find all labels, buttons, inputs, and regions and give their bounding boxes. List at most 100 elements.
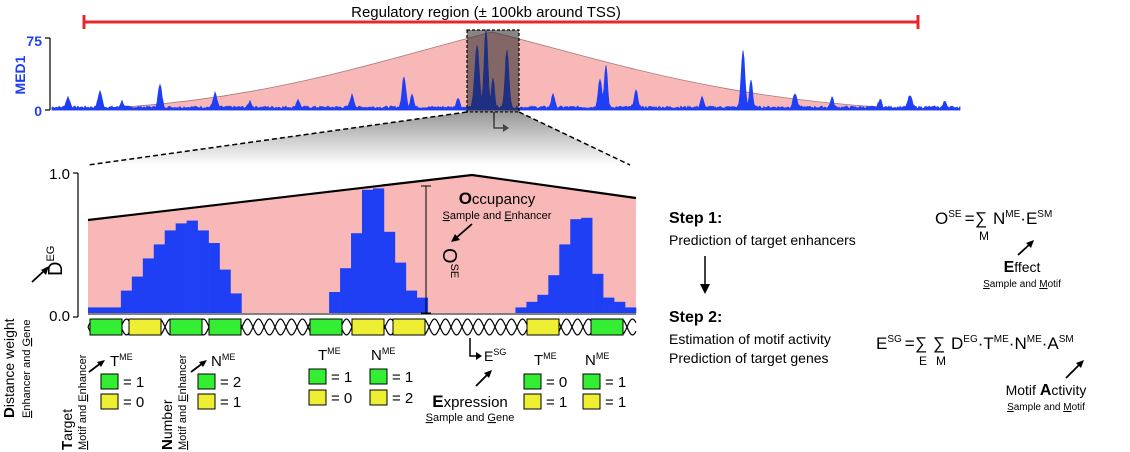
- motif-box-green: [208, 318, 242, 336]
- n-me-label: NME: [211, 352, 235, 370]
- occupancy-bar: [515, 307, 527, 313]
- distance-weight-line: [87, 173, 637, 222]
- formula-occupancy: OSE = ∑ M NME·ESM: [935, 209, 1052, 243]
- target-sublabel: Motif and Enhancer: [77, 354, 89, 450]
- occupancy-bar: [581, 217, 593, 313]
- occupancy-bar: [625, 307, 637, 313]
- occupancy-bar: [329, 292, 341, 313]
- zoom-line-right: [518, 111, 631, 166]
- ose-vertical-label: OSE: [438, 248, 460, 278]
- occupancy-bar: [526, 301, 538, 313]
- green-key: [369, 368, 388, 385]
- effect-label: Effect: [1004, 259, 1041, 276]
- occupancy-bar: [372, 188, 385, 313]
- motif-activity-label: Motif Activity: [1006, 382, 1087, 399]
- zoom-y-max-tick: 1.0: [49, 166, 70, 183]
- occupancy-label: Occupancy: [459, 189, 536, 208]
- step2-description-1: Estimation of motif activity: [669, 331, 831, 347]
- occupancy-bar: [603, 297, 615, 313]
- expression-label: Expression: [432, 392, 508, 411]
- occupancy-bar: [340, 268, 352, 313]
- green-key: [523, 373, 542, 390]
- occupancy-bar: [351, 233, 363, 313]
- legend-group-1: TME = 1 = 0 NME = 2 = 1: [100, 352, 241, 411]
- svg-text:OSE=: OSE =: [935, 209, 975, 228]
- occupancy-bar: [416, 297, 429, 313]
- yellow-key: [582, 393, 601, 410]
- occupancy-bar: [570, 219, 582, 313]
- occupancy-bar: [109, 307, 122, 313]
- occupancy-bar: [362, 189, 374, 313]
- motif-box-green: [309, 318, 343, 336]
- esg-label: ESG: [484, 347, 506, 364]
- distance-weight-sublabel: Enhancer and Gene: [21, 320, 33, 418]
- step2-title: Step 2:: [669, 309, 722, 326]
- occupancy-bar: [98, 307, 111, 313]
- target-label: Target: [59, 409, 76, 450]
- occupancy-bar: [153, 244, 166, 313]
- top-y-min-tick: 0: [34, 103, 42, 119]
- t-yellow-value: = 0: [123, 394, 144, 411]
- motif-box-yellow: [128, 318, 162, 336]
- legend-group-3: TME = 0 = 1 NME = 1 = 1: [523, 351, 626, 411]
- yellow-key: [197, 393, 216, 410]
- occupancy-bar: [230, 293, 242, 313]
- occupancy-bar: [186, 220, 198, 313]
- occupancy-bar: [120, 290, 133, 313]
- motif-box-green: [169, 318, 203, 336]
- n-me-label: NME: [371, 346, 395, 364]
- occupancy-bar: [208, 243, 220, 313]
- n-green-value: = 1: [392, 369, 413, 386]
- green-key: [197, 373, 216, 390]
- n-green-value: = 1: [605, 374, 626, 391]
- motif-box-yellow: [351, 318, 385, 336]
- occupancy-bracket: [421, 185, 431, 314]
- svg-text:∑: ∑: [933, 334, 945, 353]
- n-yellow-value: = 1: [220, 394, 241, 411]
- t-green-value: = 0: [546, 374, 567, 391]
- deg-arrow: [31, 269, 46, 283]
- legend-group-2: TME = 1 = 0 NME = 1 = 2: [308, 346, 413, 407]
- formula-expression: ESG = ∑ E ∑ M DEG·TME·NME·ASM: [876, 334, 1074, 368]
- effect-arrow: [1017, 243, 1031, 256]
- number-arrowhead-icon: [199, 360, 207, 367]
- svg-text:ESG=: ESG =: [876, 334, 915, 353]
- expression-sublabel: Sample and Gene: [426, 412, 515, 424]
- n-me-label: NME: [585, 351, 609, 369]
- t-yellow-value: = 1: [546, 394, 567, 411]
- t-green-value: = 1: [331, 369, 352, 386]
- motif-box-green: [89, 318, 123, 336]
- deg-arrowhead-icon: [41, 266, 49, 275]
- occupancy-bar: [131, 276, 144, 313]
- top-y-max-tick: 75: [26, 33, 42, 49]
- n-green-value: = 2: [220, 374, 241, 391]
- svg-text:∑: ∑: [915, 334, 927, 353]
- zoom-y-axis: [73, 172, 79, 318]
- occupancy-bar: [559, 244, 571, 313]
- top-y-axis: [45, 37, 51, 111]
- yellow-key: [369, 389, 388, 406]
- number-sublabel: Motif and Enhancer: [177, 354, 189, 450]
- zoom-y-min-tick: 0.0: [49, 308, 70, 325]
- expression-arrow: [475, 373, 489, 387]
- occupancy-bar: [383, 231, 396, 313]
- occupancy-bar: [197, 230, 209, 313]
- occupancy-bar: [142, 258, 155, 313]
- occupancy-bar: [219, 269, 231, 313]
- zoom-funnel: [88, 112, 630, 165]
- motif-box-yellow: [392, 318, 426, 336]
- distance-weight-label: Distance weight: [1, 318, 18, 418]
- green-key: [100, 373, 119, 390]
- motif-box-yellow: [526, 318, 560, 336]
- occupancy-arrowhead-icon: [451, 234, 460, 242]
- target-arrowhead-icon: [97, 360, 105, 367]
- occupancy-bar: [164, 230, 176, 313]
- occupancy-arrow: [455, 223, 473, 239]
- occupancy-bar: [548, 275, 560, 313]
- occupancy-bar: [175, 223, 187, 313]
- t-me-label: TME: [110, 352, 133, 370]
- green-key: [308, 368, 327, 385]
- step2-description-2: Prediction of target genes: [669, 350, 829, 366]
- med1-axis-label: MED1: [12, 55, 28, 94]
- occupancy-bar: [88, 307, 100, 313]
